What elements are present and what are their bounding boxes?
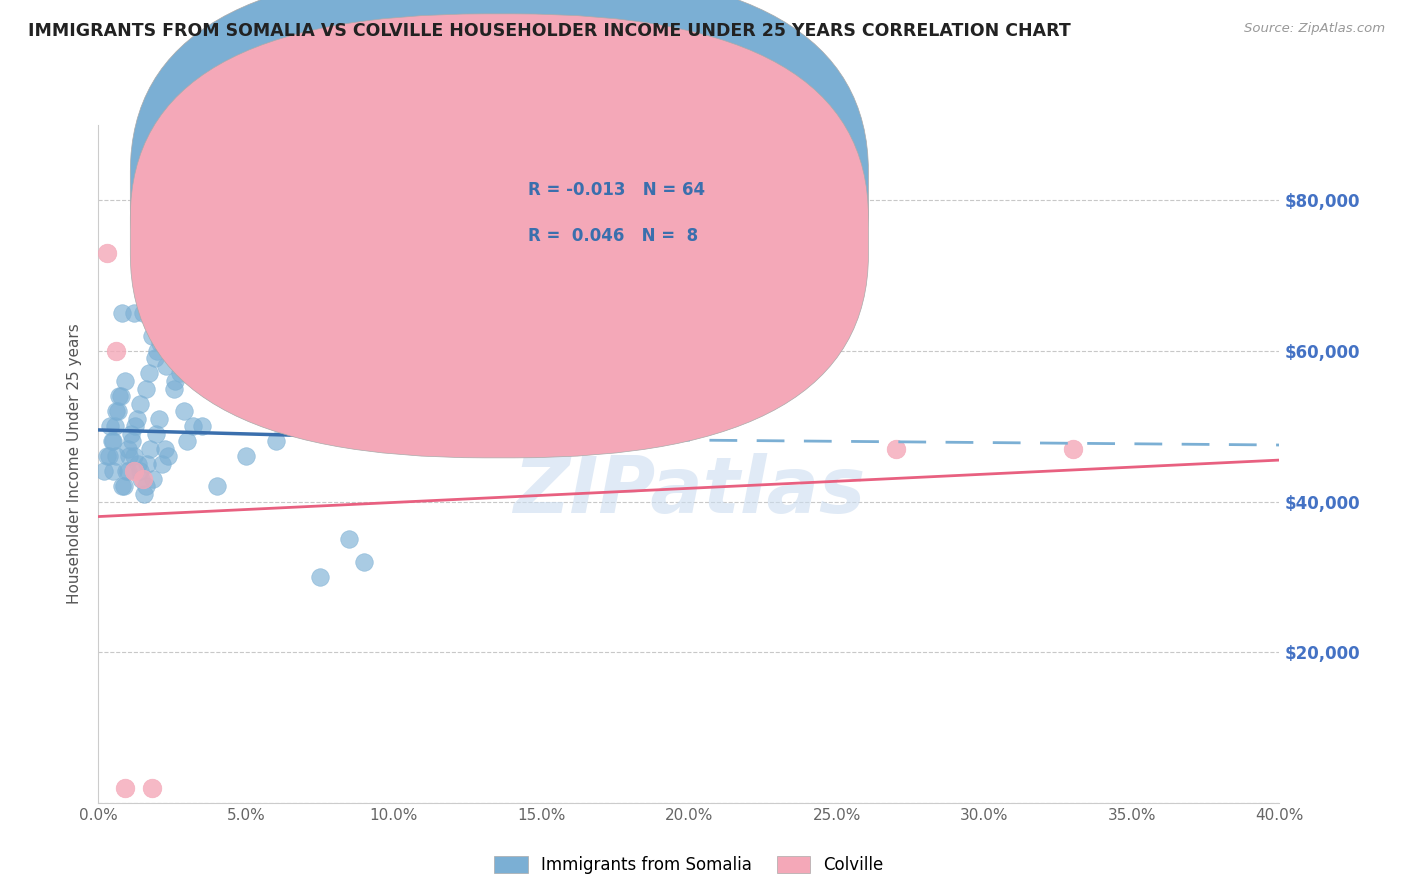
Text: R = -0.013   N = 64: R = -0.013 N = 64 [529,181,706,199]
Point [135,382,157,396]
Point [122,450,145,464]
Point [108,389,131,403]
Point [143,351,166,366]
FancyBboxPatch shape [458,159,742,281]
Point [146,343,169,358]
Y-axis label: Householder Income Under 25 years: Householder Income Under 25 years [67,324,83,604]
Point [163,382,186,396]
Point [120,426,142,441]
Point [111,479,134,493]
Point [1062,442,1084,456]
Point [134,487,156,501]
Text: Source: ZipAtlas.com: Source: ZipAtlas.com [1244,22,1385,36]
Point [132,306,155,320]
Point [121,434,143,449]
Point [176,434,198,449]
Point [107,404,129,418]
Point [132,472,155,486]
Point [105,450,128,464]
Point [105,343,128,358]
Point [136,457,159,471]
Point [141,328,163,343]
Point [155,359,177,373]
Text: ZIPatlas: ZIPatlas [513,453,865,529]
Point [156,450,179,464]
FancyBboxPatch shape [131,0,869,412]
Point [884,442,907,456]
Point [105,404,128,418]
Point [181,419,204,434]
Point [337,532,360,546]
Point [125,411,148,425]
Text: IMMIGRANTS FROM SOMALIA VS COLVILLE HOUSEHOLDER INCOME UNDER 25 YEARS CORRELATIO: IMMIGRANTS FROM SOMALIA VS COLVILLE HOUS… [28,22,1071,40]
Point [112,479,135,493]
Point [235,450,257,464]
Point [110,389,132,403]
Point [114,374,136,388]
Point [309,570,332,584]
Point [128,396,150,410]
Point [122,464,145,478]
Legend: Immigrants from Somalia, Colville: Immigrants from Somalia, Colville [488,849,890,880]
Point [264,434,287,449]
Point [98,419,121,434]
Point [153,442,176,456]
Point [103,434,125,449]
Point [353,555,375,569]
Text: R =  0.046   N =  8: R = 0.046 N = 8 [529,227,699,245]
Point [169,367,191,381]
Point [139,442,162,456]
Point [127,457,149,471]
Point [157,321,180,335]
Point [117,442,139,456]
Point [103,464,125,478]
Point [96,450,118,464]
Point [124,419,146,434]
Point [100,434,122,449]
Point [111,306,134,320]
Point [148,411,170,425]
Point [129,472,152,486]
Point [135,479,157,493]
Point [93,464,115,478]
Point [97,450,120,464]
Point [173,404,195,418]
Point [141,780,163,795]
Point [122,306,145,320]
Point [150,457,173,471]
Point [114,780,136,795]
Point [104,419,127,434]
Point [138,367,160,381]
Point [145,426,167,441]
Point [117,464,139,478]
Point [96,246,118,260]
Point [142,472,165,486]
Point [128,464,150,478]
Point [205,479,228,493]
Point [115,464,138,478]
FancyBboxPatch shape [131,14,869,458]
Point [170,359,193,373]
Point [149,336,172,351]
Point [191,419,214,434]
Point [165,374,187,388]
Point [118,450,141,464]
